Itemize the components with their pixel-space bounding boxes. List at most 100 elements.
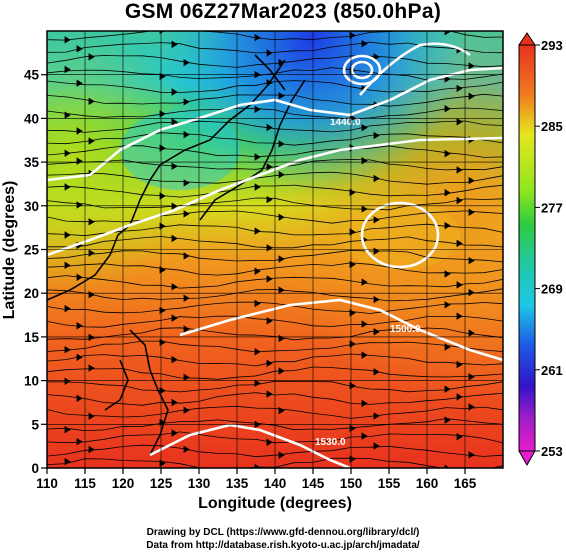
streamline-arrow xyxy=(468,256,475,265)
streamline-arrow xyxy=(373,174,380,183)
streamline-arrow xyxy=(254,267,261,275)
streamline-arrow xyxy=(468,92,475,100)
streamline-arrow xyxy=(254,153,261,161)
streamline-arrow xyxy=(183,252,190,260)
x-tick-label: 140 xyxy=(264,476,287,491)
streamline-arrow xyxy=(361,399,368,408)
x-tick-label: 145 xyxy=(302,476,325,491)
streamline-arrow xyxy=(76,353,83,362)
streamline-arrow xyxy=(76,45,83,53)
streamline-arrow xyxy=(171,40,178,49)
streamline-arrow xyxy=(76,201,83,209)
streamline-arrow xyxy=(373,368,380,376)
y-tick-label: 20 xyxy=(24,286,39,301)
streamline-arrow xyxy=(468,403,475,411)
streamline xyxy=(47,315,503,328)
streamline-arrow xyxy=(468,329,475,337)
y-tick-label: 30 xyxy=(24,199,39,214)
streamline-arrow xyxy=(171,118,178,126)
streamline-arrow xyxy=(254,183,261,191)
streamline xyxy=(47,93,503,107)
streamline-arrow xyxy=(361,278,368,286)
streamline-arrow xyxy=(88,137,95,145)
streamline xyxy=(47,249,503,263)
y-tick-label: 25 xyxy=(24,243,40,258)
streamline xyxy=(47,262,503,276)
streamline-arrow xyxy=(278,367,285,375)
streamline-arrow xyxy=(468,208,475,216)
streamline-arrow xyxy=(64,183,71,191)
streamline-arrow xyxy=(278,286,285,294)
colorbar-label: 261 xyxy=(541,363,563,378)
streamline-arrow xyxy=(64,149,71,157)
streamline-arrow xyxy=(88,218,95,226)
streamline-arrow xyxy=(266,123,273,132)
streamline-arrow xyxy=(456,84,463,93)
streamline-arrow xyxy=(373,53,380,61)
x-tick-label: 130 xyxy=(188,476,211,491)
y-tick-label: 15 xyxy=(24,330,40,345)
y-tick-label: 35 xyxy=(24,155,40,170)
streamline-arrow xyxy=(278,170,285,179)
streamline-arrow xyxy=(266,195,273,204)
streamline xyxy=(47,145,503,158)
streamline-arrow xyxy=(76,127,83,135)
streamline-arrow xyxy=(64,425,71,434)
streamline-arrow xyxy=(183,58,190,67)
streamline-arrow xyxy=(456,433,463,441)
y-tick-label: 10 xyxy=(24,374,39,389)
streamline-arrow xyxy=(171,202,178,210)
y-tick-label: 45 xyxy=(24,68,40,83)
colorbar-label: 269 xyxy=(541,282,563,297)
streamline-arrow xyxy=(64,65,71,74)
streamline-arrow xyxy=(76,79,83,87)
streamline-arrow xyxy=(254,105,261,114)
streamline-arrow xyxy=(456,312,463,320)
streamline-arrow xyxy=(373,216,380,224)
streamline-arrow xyxy=(171,429,178,437)
x-tick-label: 115 xyxy=(74,476,96,491)
streamline-arrow xyxy=(183,373,190,382)
streamline-arrow xyxy=(76,322,83,330)
streamline xyxy=(47,132,503,146)
streamline-arrow xyxy=(444,385,451,393)
streamline-arrow xyxy=(76,157,83,165)
streamline-arrow xyxy=(361,39,368,48)
streamline-arrow xyxy=(361,320,368,328)
streamline-arrow xyxy=(76,273,83,282)
streamline-arrow xyxy=(468,176,475,185)
colorbar: 293 285 277 269 261 253 xyxy=(518,32,563,467)
streamline-arrow xyxy=(64,261,71,270)
streamline-arrow xyxy=(456,360,463,369)
streamline-arrow xyxy=(88,53,95,61)
y-tick-label: 40 xyxy=(24,111,39,126)
streamline-arrow xyxy=(64,231,71,239)
streamline-arrow xyxy=(373,295,380,304)
x-tick-label: 155 xyxy=(378,476,401,491)
streamline-arrow xyxy=(64,304,71,313)
colorbar-label: 253 xyxy=(541,444,563,459)
x-tick-label: 150 xyxy=(340,476,363,491)
streamline-arrow xyxy=(254,299,261,308)
streamline-arrow xyxy=(444,221,451,230)
streamline-arrow xyxy=(361,123,368,132)
streamline-arrow xyxy=(456,239,463,248)
streamline-arrow xyxy=(468,373,475,381)
contour-label: 1530.0 xyxy=(315,437,346,448)
streamline-arrow xyxy=(171,88,178,96)
x-tick-label: 165 xyxy=(454,476,477,491)
x-tick-label: 125 xyxy=(150,476,173,491)
streamline xyxy=(47,184,503,198)
streamline-arrow xyxy=(373,442,380,450)
streamline-arrow xyxy=(183,325,190,333)
y-axis-ticks: 0 5 10 15 20 25 30 35 40 45 xyxy=(24,68,47,476)
streamline-arrow xyxy=(444,105,451,113)
streamline-arrow xyxy=(373,412,380,420)
streamline xyxy=(47,457,503,468)
streamlines xyxy=(47,31,503,468)
streamline-arrow xyxy=(444,189,451,197)
colorbar-top-arrow xyxy=(518,32,536,46)
streamline-arrow xyxy=(361,205,368,213)
streamline xyxy=(47,31,503,41)
